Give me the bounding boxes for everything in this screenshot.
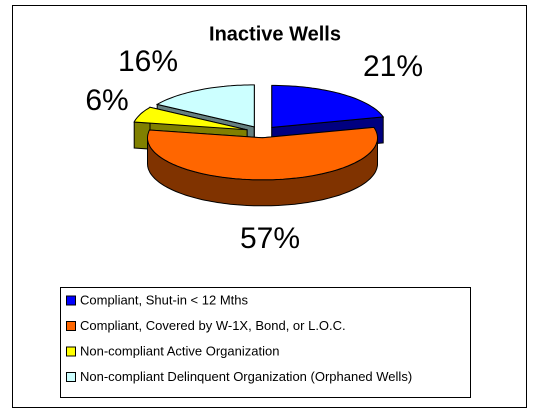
legend-swatch	[66, 346, 76, 357]
slice	[271, 84, 385, 128]
legend-label: Non-compliant Delinquent Organization (O…	[80, 369, 412, 384]
slice	[155, 84, 255, 128]
value-label: 21%	[363, 50, 423, 83]
value-label: 57%	[240, 222, 300, 255]
legend-label: Non-compliant Active Organization	[80, 343, 279, 358]
legend-swatch	[66, 295, 76, 306]
value-label: 16%	[118, 45, 178, 78]
legend-label: Compliant, Shut-in < 12 Mths	[80, 292, 248, 307]
chart-title: Inactive Wells	[209, 23, 341, 45]
legend-swatch	[66, 372, 76, 382]
slice	[133, 106, 248, 131]
legend-label: Compliant, Covered by W-1X, Bond, or L.O…	[80, 318, 346, 333]
legend-box	[60, 287, 471, 398]
slice	[147, 126, 378, 181]
legend-swatch	[66, 321, 76, 331]
value-label: 6%	[85, 84, 128, 117]
